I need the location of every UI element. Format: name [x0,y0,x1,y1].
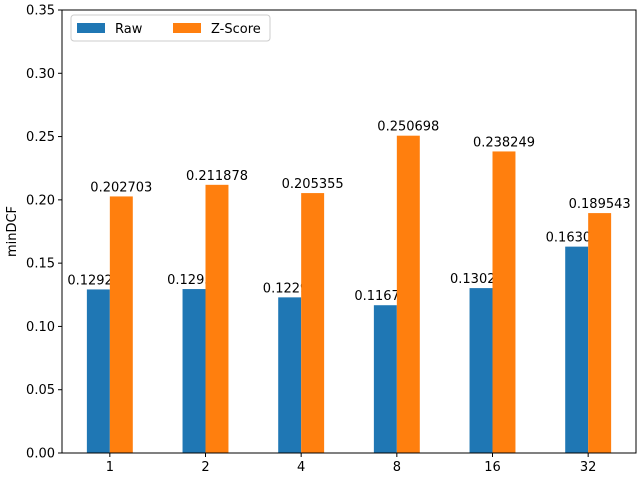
y-tick-label: 0.15 [26,257,55,272]
bar-raw-1 [86,289,110,453]
x-tick-label: 1 [106,460,114,475]
legend-entry: Raw [115,22,143,37]
x-tick-label: 8 [393,460,401,475]
y-tick-label: 0.20 [26,193,55,208]
legend-box [70,14,271,42]
bar-raw-32 [565,246,589,453]
y-tick-label: 0.30 [26,67,55,82]
y-tick-label: 0.25 [26,130,55,145]
legend-swatch [77,23,105,33]
y-axis-label: minDCF [5,206,20,257]
y-tick-label: 0.05 [26,383,55,398]
data-label: 0.202703 [90,180,152,195]
data-label: 0.205355 [282,177,344,192]
data-label: 0.211878 [186,169,248,184]
x-tick-label: 2 [201,460,209,475]
bar-z-score-4 [301,193,325,454]
data-label: 0.238249 [473,135,535,150]
data-label: 0.250698 [377,120,439,135]
legend: Raw Z-Score [70,14,271,42]
bar-z-score-16 [492,151,516,454]
x-tick-label: 32 [580,460,597,475]
bar-raw-4 [278,297,302,453]
legend-entry: Z-Score [211,22,261,37]
legend-swatch [173,23,201,33]
bar-z-score-32 [588,213,612,453]
bar-z-score-8 [396,135,420,453]
bar-z-score-2 [205,184,229,453]
y-tick-label: 0.00 [26,447,55,462]
y-tick-label: 0.35 [26,4,55,19]
bar-raw-2 [182,289,206,453]
plot-frame [61,9,637,454]
bar-raw-8 [373,305,397,453]
x-tick-label: 4 [297,460,305,475]
data-label: 0.189543 [569,197,631,212]
bar-raw-16 [469,288,493,453]
bar-z-score-1 [109,196,133,453]
y-tick-label: 0.10 [26,320,55,335]
x-tick-label: 16 [484,460,501,475]
